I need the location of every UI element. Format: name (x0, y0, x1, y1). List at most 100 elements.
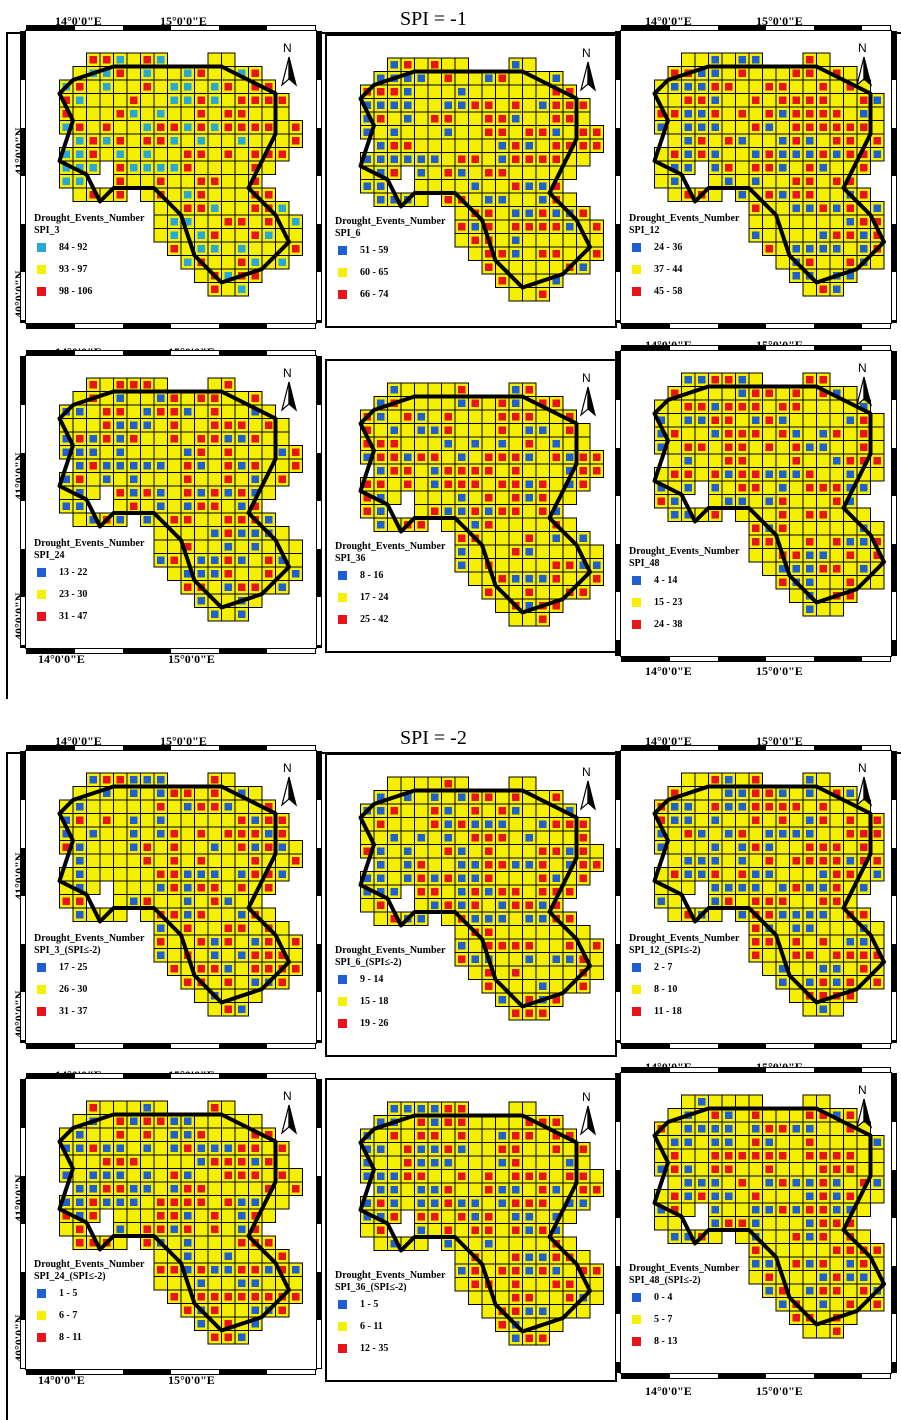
grid-cell-value (458, 1159, 466, 1167)
grid-cell-value (485, 142, 493, 150)
grid-cell-value (485, 834, 493, 842)
grid-cell-value (684, 843, 692, 851)
grid-cell-value (417, 155, 425, 163)
graticule-bar (26, 745, 316, 751)
legend-swatch (37, 286, 46, 296)
grid-cell-value (806, 150, 814, 158)
grid-cell-value (471, 942, 479, 950)
grid-cell-value (512, 169, 520, 177)
grid-cell-value (377, 1159, 385, 1167)
grid-cell-value (752, 218, 760, 226)
grid-cell-value (579, 534, 587, 542)
grid-cell-value (211, 137, 219, 145)
grid-cell-value (806, 416, 814, 424)
grid-cell-value (458, 426, 466, 434)
grid-cell-value (143, 475, 151, 483)
grid-cell-value (197, 1252, 205, 1260)
grid-cell-value (552, 440, 560, 448)
legend-series: SPI_3_(SPI≤-2) (34, 945, 101, 956)
grid-cell-value (417, 467, 425, 475)
grid-cell-value (525, 1172, 533, 1180)
grid-cell-value (130, 1171, 138, 1179)
grid-cell-value (819, 830, 827, 838)
grid-cell-value (238, 137, 246, 145)
grid-cell-value (184, 83, 192, 91)
grid-cell-value (238, 924, 246, 932)
grid-cell-value (806, 83, 814, 91)
grid-cell-value (485, 467, 493, 475)
grid-cell-value (444, 115, 452, 123)
grid-cell-value (170, 475, 178, 483)
grid-cell-value (498, 793, 506, 801)
grid-cell-value (224, 1320, 232, 1328)
grid-cell-value (725, 843, 733, 851)
grid-cell-value (698, 457, 706, 465)
grid-cell-value (184, 1293, 192, 1301)
grid-cell-value (157, 381, 165, 389)
north-arrow-icon: N (853, 41, 875, 87)
grid-cell-value (579, 142, 587, 150)
grid-cell-value (471, 507, 479, 515)
grid-cell-value (157, 951, 165, 959)
grid-cell-value (539, 915, 547, 923)
grid-cell-value (404, 1159, 412, 1167)
grid-cell-value (390, 847, 398, 855)
grid-cell-value (765, 389, 773, 397)
grid-cell-value (711, 376, 719, 384)
grid-cell-value (779, 816, 787, 824)
grid-cell-value (671, 430, 679, 438)
grid-cell-value (833, 565, 841, 573)
legend-range: 66 - 74 (360, 288, 389, 300)
graticule-bar (26, 25, 316, 31)
grid-cell-value (765, 83, 773, 91)
grid-cell-value (197, 218, 205, 226)
grid-cell-value (404, 874, 412, 882)
grid-cell-value (143, 421, 151, 429)
grid-cell-value (765, 218, 773, 226)
grid-cell-value (390, 1132, 398, 1140)
grid-cell-value (103, 1117, 111, 1125)
grid-cell-value (498, 915, 506, 923)
grid-cell-value (738, 164, 746, 172)
map-panel: N Drought_Events_Number SPI_6 51 - 59 60 - 6… (325, 34, 617, 328)
grid-cell-value (657, 497, 665, 505)
grid-cell-value (265, 843, 273, 851)
grid-cell-value (417, 1226, 425, 1234)
grid-cell-value (779, 524, 787, 532)
grid-cell-value (265, 1198, 273, 1206)
grid-cell-value (404, 142, 412, 150)
grid-cell-value (377, 480, 385, 488)
grid-cell-value (539, 588, 547, 596)
legend-item: 15 - 18 (335, 990, 445, 1012)
grid-cell-value (211, 1198, 219, 1206)
grid-cell-value (498, 847, 506, 855)
north-label: N (858, 361, 867, 375)
grid-cell-value (698, 150, 706, 158)
grid-cell-value (819, 803, 827, 811)
grid-cell-value (671, 816, 679, 824)
grid-cell-value (238, 231, 246, 239)
grid-cell-value (184, 475, 192, 483)
grid-cell-value (579, 1186, 587, 1194)
grid-cell-value (184, 1144, 192, 1152)
legend-item: 23 - 30 (34, 583, 144, 605)
grid-cell-value (552, 1118, 560, 1126)
grid-cell-value (211, 583, 219, 591)
grid-cell-value (873, 231, 881, 239)
grid-cell-value (833, 897, 841, 905)
grid-cell-value (765, 951, 773, 959)
grid-cell-value (657, 150, 665, 158)
north-arrow-icon: N (278, 366, 300, 412)
grid-cell-value (725, 897, 733, 905)
grid-cell-value (143, 56, 151, 64)
grid-cell-value (485, 820, 493, 828)
grid-cell-value (846, 578, 854, 586)
grid-cell-value (184, 1306, 192, 1314)
grid-cell-value (846, 592, 854, 600)
grid-cell-value (579, 467, 587, 475)
grid-cell-value (431, 1145, 439, 1153)
grid-cell-value (211, 529, 219, 537)
grid-cell-value (103, 857, 111, 865)
grid-cell-value (265, 164, 273, 172)
grid-cell-value (819, 978, 827, 986)
